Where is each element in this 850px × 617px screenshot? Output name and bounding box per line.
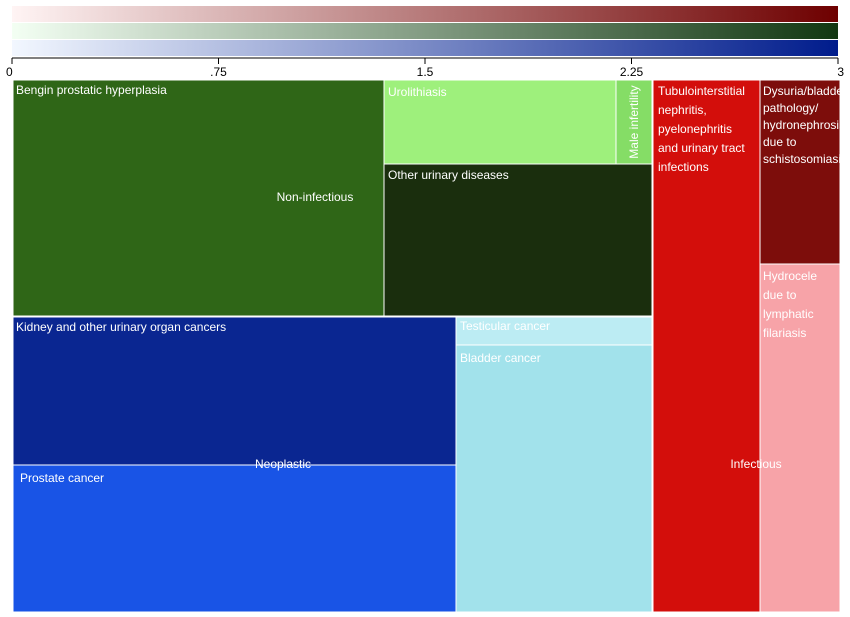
cell-rect — [12, 464, 457, 613]
group-label-neoplastic: Neoplastic — [255, 457, 311, 471]
cell-label: Hydrocele due to lymphatic filariasis — [763, 269, 817, 340]
cell-label: Male infertility — [627, 85, 641, 158]
cell-tubulointerstitial-nephritis-pyelonephritis-and-urinary-tract-infections: Tubulointerstitial nephritis, pyelonephrit… — [652, 79, 761, 613]
color-scale-tick-label: 1.5 — [417, 65, 434, 79]
group-label-infectious: Infectious — [730, 457, 781, 471]
cell-label: Urolithiasis — [388, 85, 447, 99]
group-label-non-infectious: Non-infectious — [277, 190, 354, 204]
cell-testicular-cancer: Testicular cancer — [455, 316, 653, 346]
cell-rect — [12, 79, 385, 317]
cell-rect — [759, 79, 841, 265]
cell-label: Testicular cancer — [460, 319, 550, 333]
cell-rect — [383, 163, 653, 317]
cell-rect — [615, 79, 653, 165]
color-scale-tick-label: 3 — [837, 65, 844, 79]
cell-bengin-prostatic-hyperplasia: Bengin prostatic hyperplasia — [12, 79, 385, 317]
color-scale-band — [12, 40, 838, 56]
color-scale-legend: 0 .75 1.5 2.25 3 — [6, 6, 844, 79]
cell-rect — [455, 344, 653, 613]
cell-rect — [759, 263, 841, 613]
cell-label: Prostate cancer — [20, 471, 104, 485]
cell-rect — [383, 79, 617, 165]
cell-dysuria-bladder-pathology-hydronephrosis-due-to-schistosomiasis: Dysuria/bladder pathology/hydronephrosis d… — [759, 79, 847, 265]
cell-rect — [12, 316, 457, 466]
cell-label: Tubulointerstitial nephritis, pyelonephrit… — [658, 84, 745, 174]
cell-bladder-cancer: Bladder cancer — [455, 344, 653, 613]
color-scale-band — [12, 23, 838, 39]
cell-urolithiasis: Urolithiasis — [383, 79, 617, 165]
group-labels: Non-infectious Neoplastic Infectious — [255, 190, 782, 471]
cell-other-urinary-diseases: Other urinary diseases — [383, 163, 653, 317]
cell-rect — [652, 79, 761, 613]
cell-label: Bengin prostatic hyperplasia — [16, 83, 167, 97]
cell-label: Bladder cancer — [460, 351, 541, 365]
treemap-cells: Bengin prostatic hyperplasia Urolithiasis… — [12, 79, 847, 613]
cell-hydrocele-due-to-lymphatic-filariasis: Hydrocele due to lymphatic filariasis — [759, 263, 841, 613]
color-scale-band — [12, 6, 838, 22]
cell-label: Dysuria/bladder pathology/hydronephrosis d… — [763, 84, 847, 166]
cell-male-infertility: Male infertility — [615, 79, 653, 165]
cell-label: Kidney and other urinary organ cancers — [16, 320, 226, 334]
color-scale-tick-label: 2.25 — [620, 65, 644, 79]
cell-prostate-cancer: Prostate cancer — [12, 464, 457, 613]
cell-label: Other urinary diseases — [388, 168, 509, 182]
cell-kidney-and-other-urinary-organ-cancers: Kidney and other urinary organ cancers — [12, 316, 457, 466]
color-scale-tick-label: 0 — [6, 65, 13, 79]
color-scale-tick-label: .75 — [210, 65, 227, 79]
